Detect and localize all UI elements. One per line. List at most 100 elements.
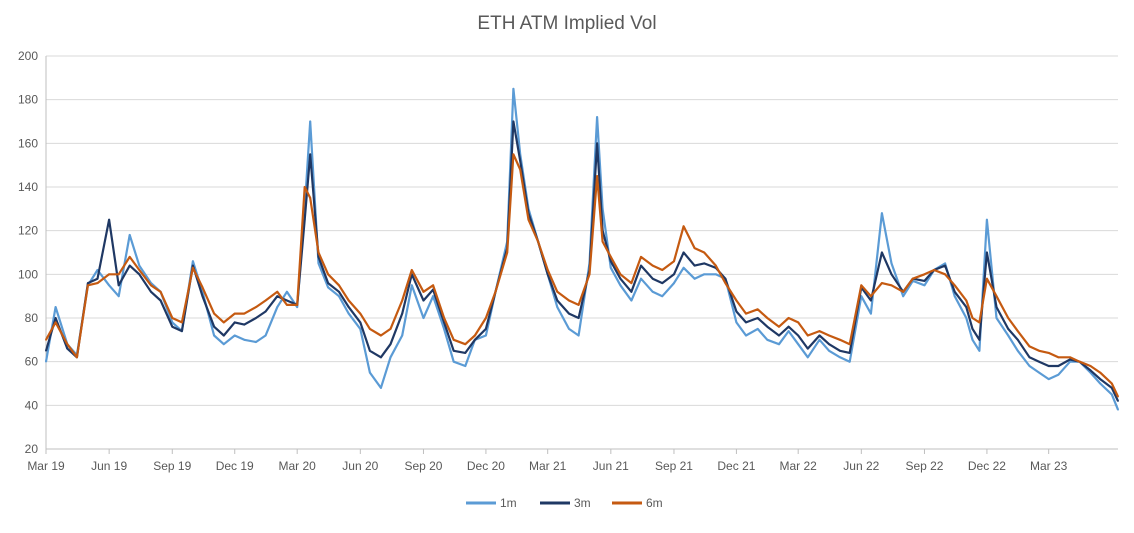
series-3m <box>44 120 1119 402</box>
data-point <box>380 356 382 359</box>
data-point <box>1038 349 1040 352</box>
data-point <box>432 295 434 298</box>
data-point <box>995 295 998 298</box>
data-point <box>369 349 371 352</box>
data-point <box>138 264 141 267</box>
x-tick-label: Dec 19 <box>216 459 254 473</box>
data-point <box>619 284 622 287</box>
data-point <box>309 197 312 199</box>
data-point <box>971 338 974 341</box>
data-point <box>839 349 841 352</box>
data-point <box>138 269 141 271</box>
data-point <box>443 321 445 324</box>
data-point <box>596 116 598 119</box>
data-point <box>389 356 392 359</box>
data-point <box>54 306 57 308</box>
data-point <box>191 266 194 269</box>
data-point <box>986 277 988 280</box>
data-point <box>806 347 809 350</box>
x-tick-label: Dec 21 <box>717 459 755 473</box>
data-point <box>818 334 821 337</box>
data-point <box>797 321 800 324</box>
data-point <box>1047 365 1050 367</box>
data-point <box>443 317 445 319</box>
data-point <box>285 290 288 293</box>
data-point <box>243 338 246 341</box>
data-point <box>839 356 841 359</box>
data-point <box>1089 365 1092 367</box>
data-point <box>1099 382 1102 385</box>
data-point <box>86 284 89 287</box>
data-point <box>96 277 99 280</box>
data-point <box>485 328 487 330</box>
data-point <box>766 317 769 319</box>
data-point <box>309 153 312 156</box>
data-point <box>890 262 893 265</box>
data-point <box>222 343 225 346</box>
data-point <box>213 312 216 315</box>
data-point <box>108 273 111 276</box>
y-tick-label: 160 <box>18 136 38 150</box>
data-point <box>128 234 131 236</box>
data-point <box>1007 328 1010 330</box>
data-point <box>1099 371 1102 374</box>
x-tick-label: Sep 20 <box>404 459 442 473</box>
data-point <box>512 153 515 156</box>
x-tick-label: Mar 21 <box>529 459 567 473</box>
data-point <box>159 290 162 293</box>
data-point <box>797 343 800 346</box>
data-point <box>640 264 642 267</box>
data-point <box>682 266 685 269</box>
data-point <box>556 299 559 302</box>
data-point <box>703 273 706 276</box>
data-point <box>1110 386 1113 389</box>
data-point <box>494 290 497 293</box>
data-point <box>512 120 515 123</box>
data-point <box>191 264 194 267</box>
legend-item-6m: 6m <box>612 496 663 510</box>
y-tick-label: 100 <box>18 267 38 281</box>
data-point <box>1016 330 1019 332</box>
data-point <box>359 312 362 315</box>
data-point <box>338 290 340 293</box>
data-point <box>703 262 706 265</box>
y-tick-label: 20 <box>25 442 39 456</box>
data-point <box>255 341 257 343</box>
data-point <box>724 282 727 284</box>
series-line-3m <box>44 120 1119 402</box>
data-point <box>410 269 413 271</box>
data-point <box>96 282 99 284</box>
data-point <box>630 290 633 293</box>
x-axis: Mar 19 Jun 19 Sep 19 Dec 19 Mar 20 Jun 20 Sep … <box>27 448 1118 473</box>
data-point <box>45 360 47 363</box>
data-point <box>359 321 362 324</box>
data-point <box>327 286 329 289</box>
data-point <box>577 304 580 306</box>
data-point <box>923 279 926 282</box>
data-point <box>389 343 392 346</box>
y-tick-label: 80 <box>25 311 39 325</box>
data-point <box>1016 349 1019 352</box>
data-point <box>902 290 905 293</box>
x-tick-label: Dec 20 <box>467 459 505 473</box>
data-point <box>296 304 299 306</box>
data-point <box>128 264 131 267</box>
data-point <box>296 306 299 308</box>
data-point <box>86 282 89 284</box>
data-point <box>890 284 893 287</box>
data-point <box>485 334 487 337</box>
legend-item-1m: 1m <box>466 496 517 510</box>
data-point <box>303 218 306 221</box>
data-point <box>995 317 998 319</box>
data-point <box>464 352 467 354</box>
data-point <box>66 347 69 350</box>
data-point <box>682 225 685 228</box>
data-point <box>1007 334 1010 337</box>
data-point <box>673 260 675 263</box>
legend: 1m 3m 6m <box>466 496 663 510</box>
data-point <box>464 365 467 367</box>
y-axis: 20 40 60 80 100 120 140 160 180 200 <box>18 49 47 456</box>
legend-label: 1m <box>500 496 517 510</box>
x-tick-label: Sep 22 <box>905 459 943 473</box>
